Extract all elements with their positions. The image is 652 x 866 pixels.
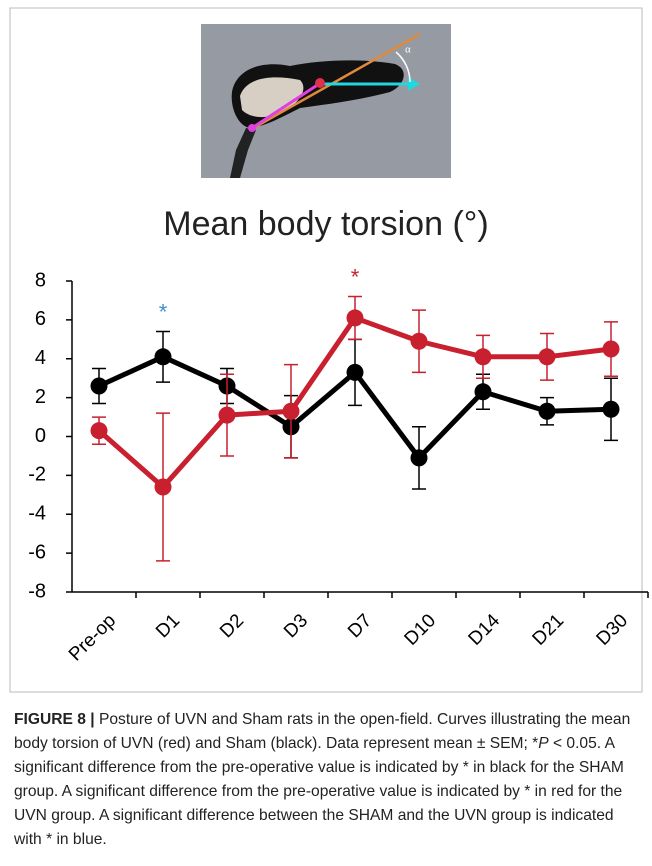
rat-photo: α xyxy=(201,24,451,178)
x-tick-label: D10 xyxy=(401,610,440,649)
x-tick-label: Pre-op xyxy=(65,610,120,665)
point xyxy=(539,348,556,365)
caption-italic: P xyxy=(538,735,548,752)
x-tick-label: D1 xyxy=(152,610,184,642)
figure: α Mean body torsion (°) -8 -6 -4 -2 0 2 4 6 8 Pre… xyxy=(0,0,652,700)
point xyxy=(91,422,108,439)
point xyxy=(411,449,428,466)
caption-label: FIGURE 8 | xyxy=(14,711,95,728)
point xyxy=(603,401,620,418)
svg-text:α: α xyxy=(405,44,411,56)
point xyxy=(347,364,364,381)
y-tick-label: -4 xyxy=(28,503,46,525)
point xyxy=(155,479,172,496)
caption: FIGURE 8 | Posture of UVN and Sham rats … xyxy=(14,708,640,852)
y-tick-label: 4 xyxy=(35,347,46,369)
y-tick-label: -8 xyxy=(28,580,46,602)
y-tick-label: 6 xyxy=(35,308,46,330)
point xyxy=(475,383,492,400)
annotation: * xyxy=(351,264,360,289)
point xyxy=(155,348,172,365)
x-tick-label: D30 xyxy=(593,610,632,649)
point xyxy=(283,403,300,420)
series xyxy=(91,297,620,561)
point xyxy=(347,309,364,326)
point xyxy=(411,333,428,350)
x-tick-label: D21 xyxy=(529,610,568,649)
x-tick-label: D3 xyxy=(280,610,312,642)
point xyxy=(603,341,620,358)
page: α Mean body torsion (°) -8 -6 -4 -2 0 2 4 6 8 Pre… xyxy=(0,0,652,866)
x-tick-label: D7 xyxy=(344,610,376,642)
chart-title: Mean body torsion (°) xyxy=(163,205,488,243)
x-tick-label: D14 xyxy=(465,610,505,650)
y-tick-label: 2 xyxy=(35,386,46,408)
x-tick-label: D2 xyxy=(216,610,248,642)
point xyxy=(539,403,556,420)
point xyxy=(475,348,492,365)
y-tick-label: -2 xyxy=(28,464,46,486)
y-tick-label: 8 xyxy=(35,269,46,291)
point xyxy=(91,377,108,394)
point xyxy=(219,407,236,424)
y-tick-label: 0 xyxy=(35,425,46,447)
y-tick-label: -6 xyxy=(28,541,46,563)
annotation: * xyxy=(159,299,168,324)
